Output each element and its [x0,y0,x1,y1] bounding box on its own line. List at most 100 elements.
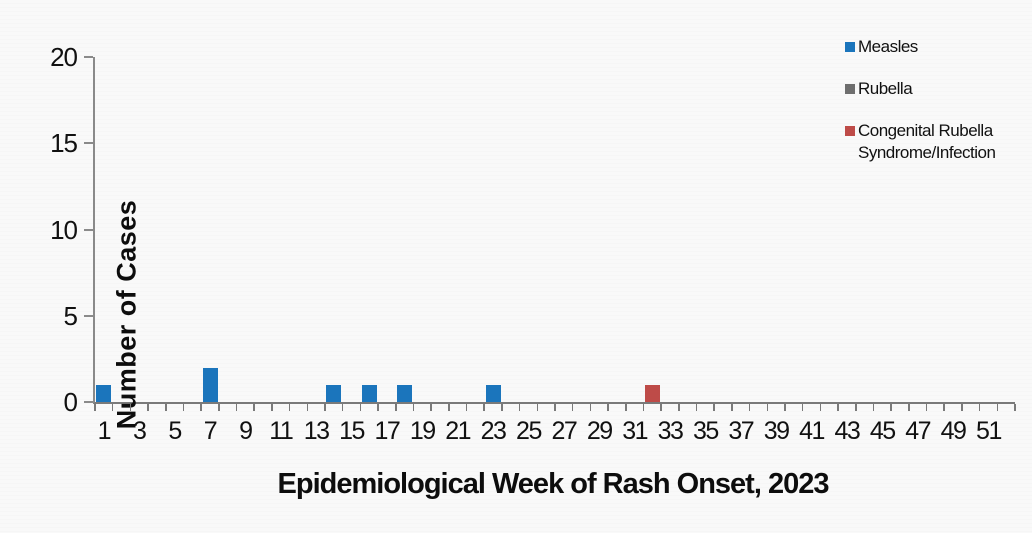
x-tick-mark [625,404,627,411]
x-tick-mark [996,404,999,411]
x-tick-mark [412,404,415,411]
x-tick-mark [908,404,910,411]
x-tick-mark [784,404,786,411]
x-tick-mark [801,404,804,411]
x-tick-mark [890,404,892,411]
x-tick-mark [359,404,362,411]
x-tick-mark [589,404,592,411]
x-tick-mark [111,404,114,411]
x-tick-mark [872,404,875,411]
x-tick-label: 25 [516,417,542,445]
bar-measles-week-7 [202,367,218,402]
bar-measles-week-16 [361,384,377,402]
x-axis-title: Epidemiological Week of Rash Onset, 2023 [277,468,830,500]
x-tick-mark [182,404,185,411]
x-tick-mark [536,404,539,411]
legend-swatch-icon [845,126,855,136]
x-tick-label: 49 [940,417,967,445]
x-tick-mark [483,404,485,411]
x-tick-mark [324,404,326,411]
bar-congenital-week-32 [644,384,660,402]
legend-swatch-icon [845,42,855,52]
x-tick-mark [165,404,167,411]
x-tick-label: 43 [834,417,861,445]
x-tick-mark [377,404,379,411]
x-tick-mark [430,404,432,411]
x-tick-mark [855,404,857,411]
x-tick-mark [607,404,609,411]
x-tick-mark [465,404,468,411]
legend-label: Measles [858,37,918,56]
x-tick-label: 47 [905,417,931,445]
y-tick-label: 5 [63,300,78,331]
x-tick-label: 35 [692,417,719,445]
legend-swatch-icon [845,84,855,94]
legend-item-measles: Measles [845,36,1015,58]
x-tick-mark [819,404,822,411]
y-tick-label: 10 [50,214,78,245]
x-tick-label: 21 [445,417,471,445]
x-tick-mark [731,404,733,411]
x-tick-label: 23 [480,417,507,445]
x-tick-mark [200,404,202,411]
x-tick-label: 31 [622,417,648,445]
x-tick-mark [501,404,503,411]
x-tick-mark [288,404,291,411]
legend-item-rubella: Rubella [845,78,1015,100]
x-tick-mark [678,404,680,411]
legend-label: Rubella [858,79,913,98]
x-tick-mark [235,404,238,411]
plot-area: Number of Cases 0 5 10 15 20 1 3 5 7 9 11 13 15 17 19… [50,44,1016,444]
legend-label: Congenital Rubella Syndrome/Infection [858,121,996,162]
x-tick-label: 51 [976,417,1002,445]
x-tick-label: 13 [303,417,330,445]
x-tick-mark [395,404,397,411]
x-tick-label: 1 [97,417,112,445]
x-tick-mark [341,404,344,411]
y-tick-mark [84,56,93,58]
y-tick-mark [84,314,93,317]
x-tick-mark [1014,404,1016,411]
x-tick-mark [448,404,450,411]
x-tick-mark [129,404,132,411]
y-tick-label: 20 [50,42,78,72]
x-tick-mark [978,404,981,411]
x-tick-mark [306,404,309,411]
y-tick-mark [84,228,93,231]
y-axis-title: Number of Cases [111,199,142,430]
y-tick-mark [84,142,93,145]
x-tick-mark [695,404,698,411]
x-tick-mark [642,404,645,411]
x-tick-label: 5 [168,417,182,445]
x-tick-mark [766,404,769,411]
x-tick-mark [554,404,556,411]
y-tick-mark [84,401,93,403]
x-tick-label: 19 [409,417,436,445]
x-tick-label: 29 [586,417,613,445]
x-tick-mark [518,404,521,411]
y-tick-label: 15 [50,128,78,159]
bar-measles-week-23 [485,384,501,402]
bar-measles-week-1 [96,384,112,402]
x-tick-mark [961,404,963,411]
x-tick-mark [943,404,945,411]
bar-measles-week-14 [326,384,342,402]
x-tick-mark [253,404,255,411]
x-tick-mark [748,404,751,411]
legend: Measles Rubella Congenital Rubella Syndrom… [845,36,1015,184]
x-tick-mark [271,404,273,411]
x-tick-label: 3 [133,417,147,445]
x-tick-label: 39 [763,417,790,445]
x-tick-label: 15 [339,417,365,445]
x-tick-label: 11 [269,417,293,445]
x-tick-label: 45 [869,417,896,445]
x-tick-mark [837,404,839,411]
x-tick-label: 7 [203,417,218,445]
legend-item-congenital: Congenital Rubella Syndrome/Infection [845,120,1015,164]
x-tick-label: 33 [657,417,684,445]
x-tick-mark [660,404,662,411]
x-tick-mark [925,404,928,411]
x-tick-label: 9 [239,417,253,445]
x-tick-mark [571,404,574,411]
y-tick-label: 0 [63,387,78,417]
